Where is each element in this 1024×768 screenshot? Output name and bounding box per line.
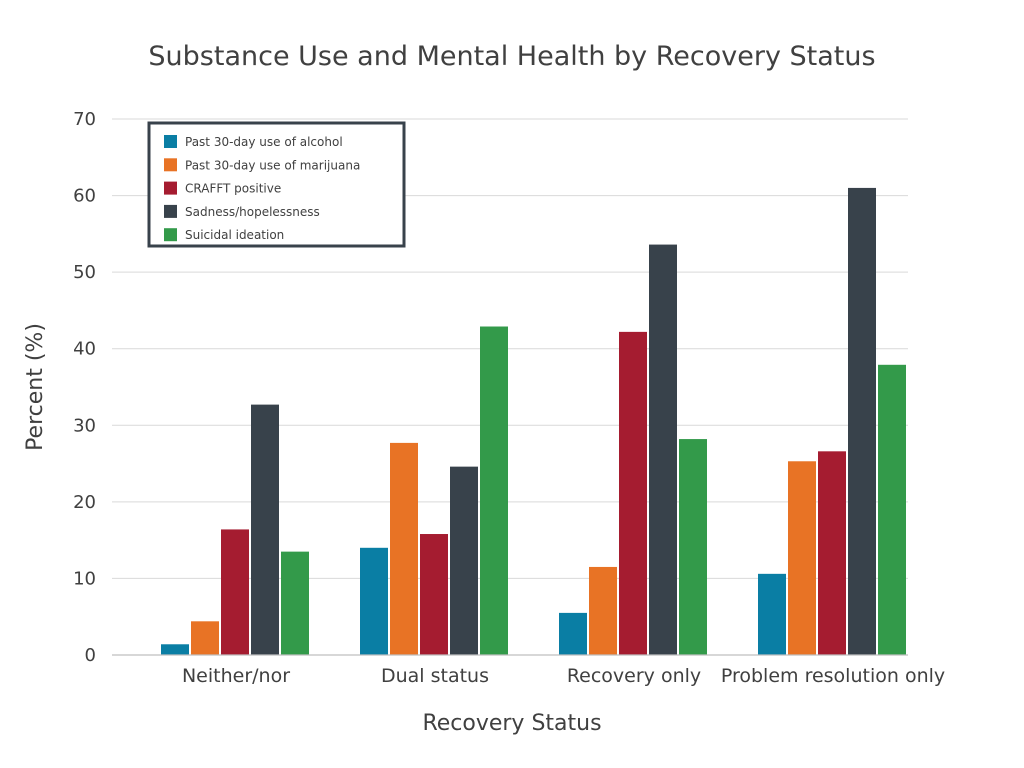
y-tick-label: 10 [73, 568, 96, 589]
bar [360, 547, 388, 655]
legend-label: CRAFFT positive [185, 182, 281, 196]
x-category-label: Dual status [381, 665, 489, 687]
legend-swatch [164, 204, 177, 218]
y-tick-label: 50 [73, 262, 96, 283]
bar [281, 551, 309, 655]
bar [788, 461, 816, 655]
y-tick-label: 0 [85, 645, 96, 666]
bar [420, 534, 448, 655]
x-axis-label: Recovery Status [422, 711, 601, 736]
legend-label: Past 30-day use of marijuana [185, 158, 360, 172]
legend-items: Past 30-day use of alcohol Past 30-day us… [164, 135, 360, 242]
bar [251, 404, 279, 655]
x-axis-categories: Neither/nor Dual status Recovery only Probl… [182, 665, 945, 687]
bar [559, 612, 587, 655]
bar [679, 439, 707, 655]
y-tick-label: 70 [73, 109, 96, 130]
legend-swatch [164, 158, 177, 172]
bar [649, 244, 677, 655]
bar [818, 451, 846, 655]
bar [390, 442, 418, 655]
y-axis-label: Percent (%) [23, 323, 48, 451]
x-category-label: Recovery only [567, 665, 701, 687]
legend-label: Suicidal ideation [185, 228, 284, 242]
bar [161, 644, 189, 655]
bar [878, 364, 906, 655]
legend-swatch [164, 135, 177, 148]
legend-box [147, 121, 406, 248]
y-axis-ticks: 0 10 20 30 40 50 60 70 [73, 109, 96, 666]
bars [161, 187, 906, 655]
bar [450, 466, 478, 655]
bar [480, 326, 508, 655]
bar [848, 187, 876, 655]
bar [758, 573, 786, 655]
chart-title: Substance Use and Mental Health by Recov… [148, 41, 875, 72]
y-tick-label: 20 [73, 492, 96, 513]
x-category-label: Neither/nor [182, 665, 290, 687]
x-category-label: Problem resolution only [721, 665, 945, 687]
bar [191, 621, 219, 655]
bar [221, 529, 249, 655]
legend-label: Past 30-day use of alcohol [185, 135, 343, 149]
legend-swatch [164, 228, 177, 242]
y-tick-label: 60 [73, 186, 96, 207]
bar [589, 566, 617, 655]
legend: Past 30-day use of alcohol Past 30-day us… [147, 121, 406, 248]
y-tick-label: 30 [73, 415, 96, 436]
y-tick-label: 40 [73, 339, 96, 360]
legend-label: Sadness/hopelessness [185, 205, 320, 219]
legend-swatch [164, 181, 177, 195]
bar [619, 331, 647, 655]
